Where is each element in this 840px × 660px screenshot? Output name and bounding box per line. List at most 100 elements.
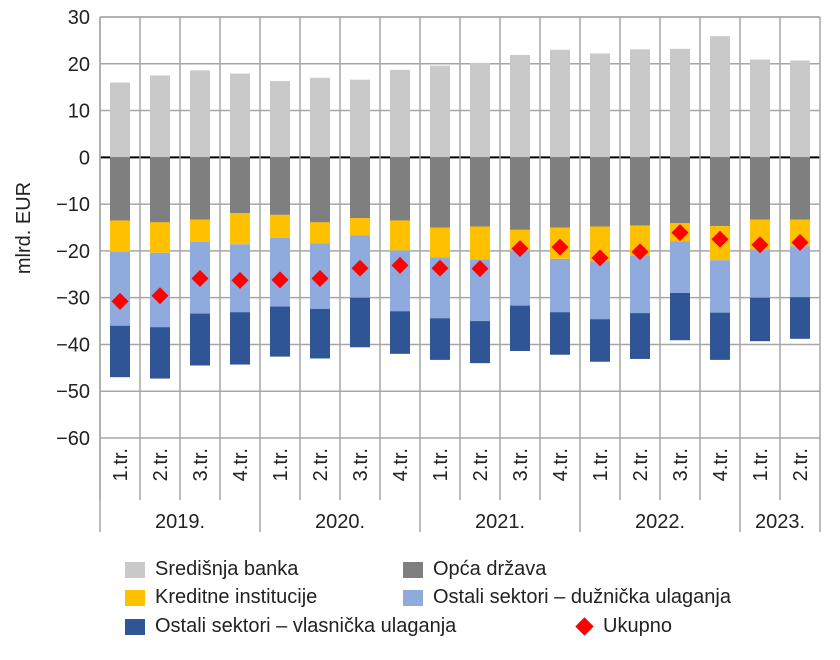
legend-item-credit-institutions: Kreditne institucije [125, 586, 317, 609]
bar-segment [790, 60, 810, 158]
legend-swatch [403, 589, 423, 606]
x-tick-label: 1.tr. [590, 448, 612, 481]
bar-segment [630, 255, 650, 314]
y-tick-label: −60 [56, 428, 90, 450]
x-group-label: 2020. [315, 511, 365, 533]
total-marker [591, 249, 609, 267]
bar-segment [550, 312, 570, 355]
x-group-label: 2022. [635, 511, 685, 533]
legend-swatch [403, 561, 423, 578]
bar-segment [470, 321, 490, 364]
total-marker [511, 240, 529, 258]
bar-segment [350, 297, 370, 348]
x-tick-label: 3.tr. [190, 448, 212, 481]
x-tick-label: 3.tr. [670, 448, 692, 481]
bar-segment [310, 77, 330, 158]
y-tick-label: −40 [56, 334, 90, 356]
x-tick-label: 2.tr. [310, 448, 332, 481]
bar-segment [510, 250, 530, 306]
y-tick-label: −20 [56, 241, 90, 263]
bar-segment [150, 157, 170, 223]
y-axis-label: mlrd. EUR [13, 182, 35, 274]
bar-segment [150, 327, 170, 379]
legend-label: Ostali sektori – dužnička ulaganja [433, 586, 731, 608]
bar-segment [110, 251, 130, 326]
bar-segment [110, 325, 130, 378]
diamond-marker-icon [575, 617, 594, 636]
bar-segment [710, 312, 730, 360]
bar-segment [510, 305, 530, 351]
bar-segment [310, 308, 330, 359]
total-marker [631, 243, 649, 261]
legend-swatch [125, 589, 145, 606]
bar-segment [670, 292, 690, 341]
x-tick-label: 4.tr. [390, 448, 412, 481]
bar-segment [790, 297, 810, 339]
total-marker [351, 259, 369, 277]
bar-segment [110, 220, 130, 252]
bar-segment [270, 157, 290, 215]
bar-segment [590, 226, 610, 262]
bar-segment [750, 157, 770, 220]
x-tick-label: 2.tr. [470, 448, 492, 481]
legend-item-central-bank: Središnja banka [125, 558, 298, 581]
total-marker [111, 292, 129, 310]
legend-label: Kreditne institucije [155, 586, 318, 608]
bar-segment [110, 157, 130, 221]
y-tick-label: 20 [68, 54, 90, 76]
bar-segment [390, 157, 410, 221]
bar-segment [190, 157, 210, 220]
x-tick-label: 4.tr. [550, 448, 572, 481]
bar-segment [790, 246, 810, 298]
total-marker [271, 271, 289, 289]
bar-segment [190, 313, 210, 366]
total-marker [711, 230, 729, 248]
bar-segment [470, 259, 490, 322]
bar-segment [470, 62, 490, 158]
y-tick-label: 10 [68, 101, 90, 123]
bar-segment [270, 81, 290, 158]
y-tick-label: −30 [56, 288, 90, 310]
y-tick-label: −50 [56, 381, 90, 403]
bar-segment [670, 48, 690, 158]
x-tick-label: 1.tr. [430, 448, 452, 481]
total-marker [391, 256, 409, 274]
bar-segment [670, 157, 690, 224]
bar-segment [710, 260, 730, 313]
bar-segment [750, 249, 770, 298]
bar-segment [230, 157, 250, 213]
bar-segment [390, 69, 410, 158]
legend-label: Ukupno [603, 615, 672, 637]
bar-segment [590, 53, 610, 158]
total-marker [671, 224, 689, 242]
legend-swatch [125, 561, 145, 578]
bar-segment [710, 36, 730, 158]
bar-segment [390, 311, 410, 354]
x-group-label: 2019. [155, 511, 205, 533]
bar-segment [590, 261, 610, 320]
x-tick-label: 2.tr. [150, 448, 172, 481]
bar-segment [150, 75, 170, 158]
x-tick-label: 1.tr. [110, 448, 132, 481]
bar-segment [790, 157, 810, 220]
bar-segment [430, 157, 450, 228]
legend-label: Središnja banka [155, 558, 299, 580]
bar-segment [350, 157, 370, 219]
x-tick-label: 4.tr. [230, 448, 252, 481]
x-tick-label: 2.tr. [630, 448, 652, 481]
y-tick-label: 30 [68, 7, 90, 29]
bar-segment [630, 157, 650, 226]
x-group-label: 2023. [755, 511, 805, 533]
bar-segment [510, 157, 530, 230]
x-group-label: 2021. [475, 511, 525, 533]
x-tick-label: 2.tr. [790, 448, 812, 481]
bar-segment [310, 157, 330, 223]
bar-segment [630, 49, 650, 158]
legend-item-general-government: Opća država [403, 558, 546, 581]
total-marker [471, 260, 489, 278]
legend-item-other-equity: Ostali sektori – vlasnička ulaganja [125, 615, 456, 638]
bar-segment [430, 318, 450, 360]
total-marker [191, 270, 209, 287]
